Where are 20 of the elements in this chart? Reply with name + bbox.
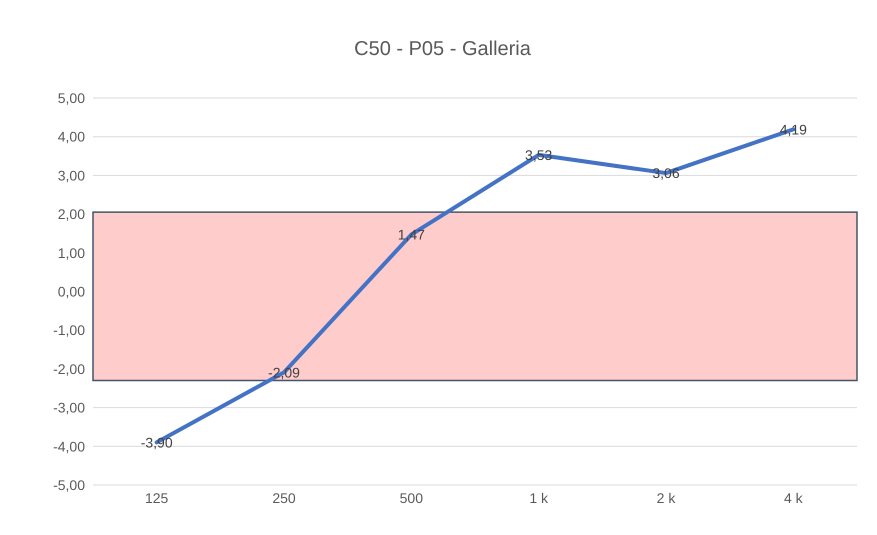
- x-tick-label: 250: [272, 490, 296, 506]
- y-tick-label: -5,00: [53, 476, 86, 493]
- y-tick-label: -4,00: [53, 438, 86, 454]
- x-tick-label: 125: [144, 490, 169, 506]
- y-tick-label: 5,00: [58, 90, 86, 106]
- chart-title: C50 - P05 - Galleria: [353, 37, 532, 62]
- x-tick-label: 4 k: [784, 490, 804, 506]
- data-label: -3,90: [140, 434, 173, 450]
- y-tick-label: -1,00: [53, 322, 86, 338]
- y-tick-label: 2,00: [58, 206, 86, 222]
- y-tick-label: 4,00: [58, 128, 86, 145]
- x-tick-label: 500: [400, 490, 424, 506]
- y-tick-label: 1,00: [58, 244, 86, 261]
- data-label: 4,19: [780, 121, 808, 138]
- y-tick-label: 3,00: [58, 167, 86, 184]
- y-tick-label: -2,00: [53, 360, 86, 377]
- y-tick-label: 0,00: [58, 283, 86, 300]
- x-tick-label: 2 k: [656, 490, 676, 506]
- x-tick-label: 1 k: [529, 490, 549, 506]
- y-tick-label: -3,00: [53, 400, 86, 416]
